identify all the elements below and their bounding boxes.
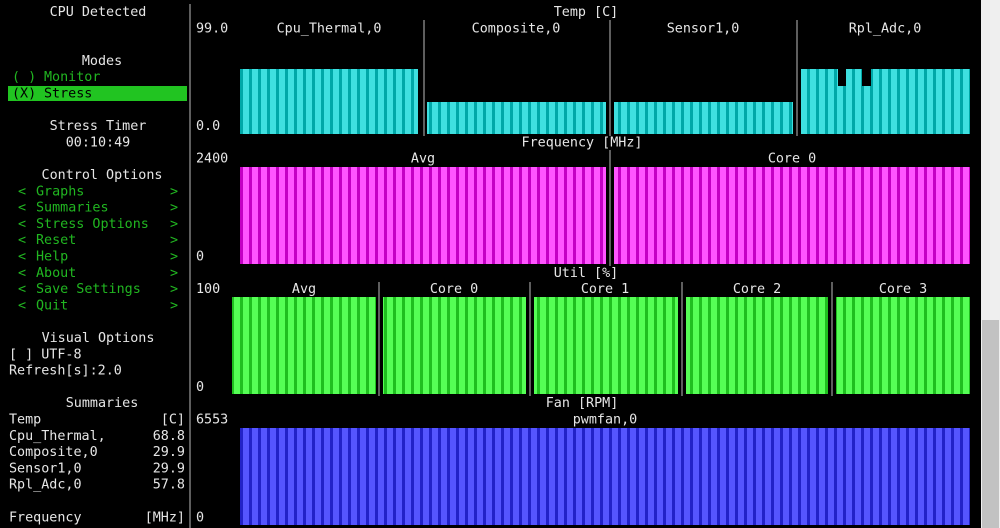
axis-min: 0 (196, 380, 204, 395)
menu-arrow: > (170, 298, 178, 313)
graph-title: Util [%] (554, 266, 619, 281)
axis-min: 0 (196, 250, 204, 265)
summary-value: 57.8 (153, 478, 185, 493)
menu-arrow: < (18, 233, 26, 248)
menu-arrow: > (170, 201, 178, 216)
menu-arrow: < (18, 282, 26, 297)
util-fill (534, 297, 678, 394)
temp-fill (614, 102, 793, 134)
menu-item[interactable]: Reset (36, 233, 76, 248)
menu-item[interactable]: Stress Options (36, 217, 149, 232)
mode-marker[interactable]: (X) (12, 87, 36, 102)
axis-min: 0.0 (196, 119, 220, 134)
summary-value: 29.9 (153, 445, 185, 460)
axis-max: 2400 (196, 152, 228, 167)
menu-arrow: < (18, 217, 26, 232)
menu-arrow: < (18, 250, 26, 265)
mode-option[interactable]: Monitor (44, 70, 100, 85)
graph-title: Fan [RPM] (546, 396, 619, 411)
selected-row (8, 86, 187, 101)
panel-label: Core 0 (430, 282, 478, 297)
menu-arrow: < (18, 298, 26, 313)
summary-label: Temp (9, 413, 41, 428)
summary-label: Sensor1,0 (9, 461, 82, 476)
graph-title: Temp [C] (554, 5, 619, 20)
axis-max: 99.0 (196, 21, 228, 36)
summary-label: Rpl_Adc,0 (9, 478, 82, 493)
section-title: Visual Options (42, 331, 155, 346)
menu-arrow: > (170, 217, 178, 232)
util-fill (836, 297, 970, 394)
panel-label: Core 0 (768, 152, 816, 167)
menu-arrow: > (170, 266, 178, 281)
util-fill (232, 297, 376, 394)
panel-label: Avg (292, 282, 316, 297)
menu-arrow: < (18, 184, 26, 199)
menu-item[interactable]: Graphs (36, 184, 84, 199)
panel-label: Core 1 (581, 282, 629, 297)
menu-item[interactable]: Help (36, 250, 68, 265)
panel-label: Rpl_Adc,0 (849, 21, 922, 36)
summary-label: Composite,0 (9, 445, 98, 460)
temp-fill (427, 102, 606, 134)
util-fill (686, 297, 828, 394)
temp-gap (838, 69, 846, 86)
menu-item[interactable]: Quit (36, 298, 68, 313)
section-title: Summaries (66, 396, 139, 411)
menu-arrow: > (170, 184, 178, 199)
menu-item[interactable]: Save Settings (36, 282, 141, 297)
summary-value: 29.9 (153, 461, 185, 476)
axis-max: 6553 (196, 413, 228, 428)
temp-gap (862, 69, 871, 86)
panel-label: Cpu_Thermal,0 (277, 21, 382, 36)
menu-arrow: > (170, 250, 178, 265)
stress-timer: 00:10:49 (66, 135, 131, 150)
summary-label: Cpu_Thermal, (9, 429, 106, 444)
utf8-toggle[interactable]: [ ] UTF-8 (9, 347, 82, 362)
summary-label: Frequency (9, 510, 82, 525)
mode-option[interactable]: Stress (44, 87, 92, 102)
temp-fill (240, 69, 418, 134)
panel-label: Core 2 (733, 282, 781, 297)
panel-label: Core 3 (879, 282, 927, 297)
panel-label: pwmfan,0 (573, 413, 638, 428)
util-fill (383, 297, 526, 394)
menu-arrow: > (170, 282, 178, 297)
menu-arrow: < (18, 201, 26, 216)
section-title: Stress Timer (50, 119, 147, 134)
refresh-rate: Refresh[s]:2.0 (9, 364, 122, 379)
graph-title: Frequency [MHz] (522, 135, 643, 150)
summary-value: [MHz] (145, 510, 185, 525)
summary-value: 68.8 (153, 429, 185, 444)
menu-item[interactable]: Summaries (36, 201, 109, 216)
section-title: Control Options (42, 168, 163, 183)
temp-fill (801, 69, 970, 134)
freq-fill (240, 167, 606, 264)
panel-label: Composite,0 (472, 21, 561, 36)
mode-marker[interactable]: ( ) (12, 70, 36, 85)
panel-label: Sensor1,0 (667, 21, 740, 36)
freq-fill (614, 167, 970, 264)
section-title: Modes (82, 54, 122, 69)
menu-arrow: < (18, 266, 26, 281)
panel-label: Avg (411, 152, 435, 167)
cpu-detected: CPU Detected (50, 5, 147, 20)
summary-value: [C] (161, 413, 185, 428)
axis-min: 0 (196, 510, 204, 525)
menu-arrow: > (170, 233, 178, 248)
scrollbar-thumb[interactable] (982, 320, 999, 528)
axis-max: 100 (196, 282, 220, 297)
fan-fill (240, 428, 970, 525)
menu-item[interactable]: About (36, 266, 76, 281)
